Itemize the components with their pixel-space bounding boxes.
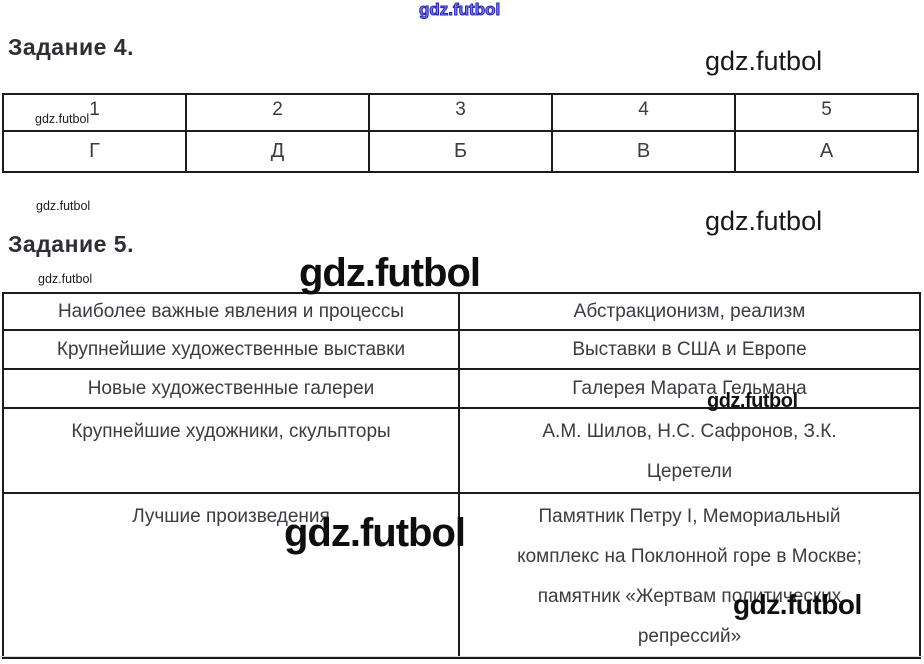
- table4-header-cell: 2: [185, 93, 370, 132]
- scan-artifact-line: [0, 656, 924, 657]
- task4-answer-table: 1 2 3 4 5 Г Д Б В А: [2, 93, 919, 173]
- table4-header-cell: 1: [2, 93, 187, 132]
- row-label-cell: Наиболее важные явления и процессы: [2, 292, 460, 331]
- watermark-gdz-futbol-row3: gdz.futbol: [707, 390, 798, 412]
- row-value-cell: А.М. Шилов, Н.С. Сафронов, З.К. Церетели: [458, 407, 921, 494]
- table4-answer-cell: Б: [368, 130, 553, 173]
- watermark-gdz-futbol-bottom-right: gdz.futbol: [733, 589, 862, 620]
- table4-answer-cell: Г: [2, 130, 187, 173]
- watermark-gdz-futbol-top-blue: gdz.futbol: [418, 0, 501, 19]
- watermark-gdz-futbol-left-mid: gdz.futbol: [36, 199, 91, 213]
- table4-header-cell: 4: [551, 93, 736, 132]
- table4-header-cell: 3: [368, 93, 553, 132]
- table4-answer-cell: В: [551, 130, 736, 173]
- row-value-cell: Галерея Марата Гельмана: [458, 368, 921, 409]
- table-row: Новые художественные галереи Галерея Мар…: [2, 368, 921, 409]
- table4-answer-cell: Д: [185, 130, 370, 173]
- watermark-gdz-futbol-large-center: gdz.futbol: [299, 251, 481, 295]
- watermark-gdz-futbol-right-upper: gdz.futbol: [705, 46, 823, 76]
- watermark-gdz-futbol-large-bottom: gdz.futbol: [284, 511, 466, 555]
- row-label-cell: Крупнейшие художники, скульпторы: [2, 407, 460, 494]
- row-value-cell: Выставки в США и Европе: [458, 329, 921, 370]
- row-label-cell: Крупнейшие художественные выставки: [2, 329, 460, 370]
- row-value-cell: Памятник Петру I, Мемориальный комплекс …: [458, 492, 921, 659]
- watermark-gdz-futbol-right-mid: gdz.futbol: [705, 206, 823, 236]
- table-row: Лучшие произведения Памятник Петру I, Ме…: [2, 492, 921, 659]
- row-label-cell: Новые художественные галереи: [2, 368, 460, 409]
- task4-title: Задание 4.: [8, 34, 134, 60]
- table4-answer-cell: А: [734, 130, 919, 173]
- watermark-gdz-futbol-table4-cell: gdz.futbol: [35, 112, 90, 126]
- row-value-cell: Абстракционизм, реализм: [458, 292, 921, 331]
- table-row: 1 2 3 4 5: [2, 93, 919, 132]
- watermark-gdz-futbol-above-table5: gdz.futbol: [38, 272, 93, 286]
- task5-facts-table: Наиболее важные явления и процессы Абстр…: [2, 292, 921, 659]
- task5-title: Задание 5.: [8, 231, 134, 257]
- table-row: Г Д Б В А: [2, 130, 919, 173]
- table-row: Крупнейшие художники, скульпторы А.М. Ши…: [2, 407, 921, 494]
- table-row: Крупнейшие художественные выставки Выста…: [2, 329, 921, 370]
- table-row: Наиболее важные явления и процессы Абстр…: [2, 292, 921, 331]
- row-label-cell: Лучшие произведения: [2, 492, 460, 659]
- table4-header-cell: 5: [734, 93, 919, 132]
